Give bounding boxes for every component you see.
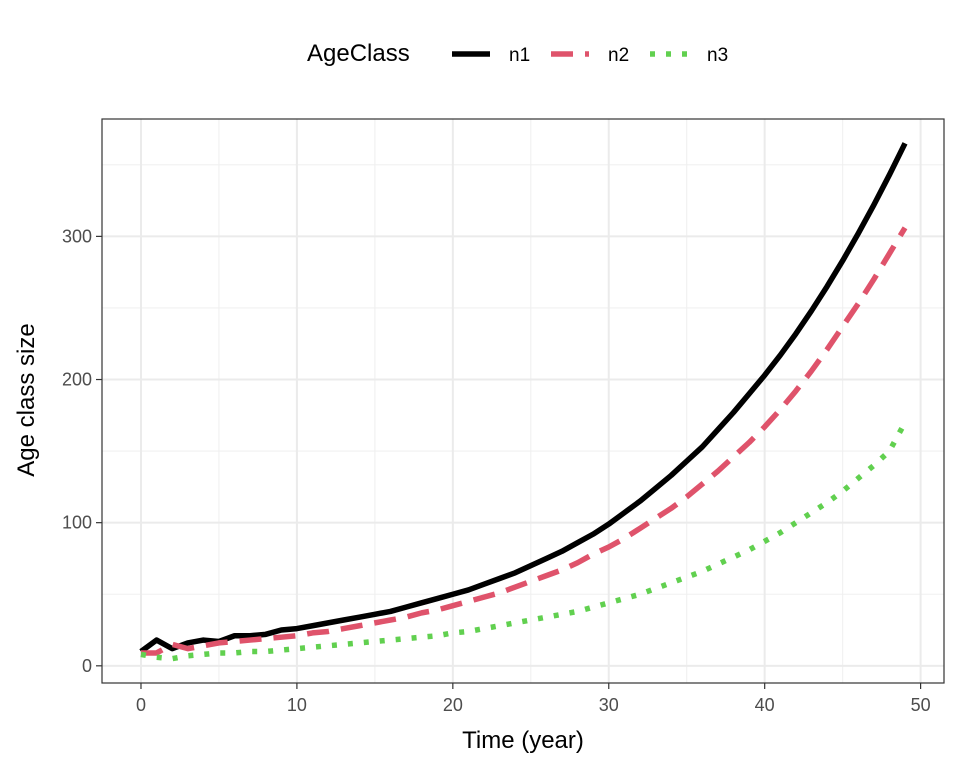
y-tick-label: 200	[62, 370, 92, 390]
legend-label-n2: n2	[608, 45, 629, 66]
x-axis-title: Time (year)	[462, 727, 584, 754]
series-line-n3	[140, 421, 908, 662]
x-tick-label: 40	[755, 695, 775, 715]
x-tick-label: 10	[287, 695, 307, 715]
series-line-n2	[140, 226, 908, 656]
x-tick-label: 30	[599, 695, 619, 715]
legend: AgeClass n1 n2 n3	[307, 40, 728, 67]
x-tick-label: 0	[136, 695, 146, 715]
panel-border	[101, 118, 945, 684]
y-tick-label: 0	[82, 656, 92, 676]
legend-label-n3: n3	[707, 45, 728, 66]
legend-title: AgeClass	[307, 40, 410, 67]
y-axis-title: Age class size	[13, 323, 40, 476]
y-tick-label: 300	[62, 226, 92, 246]
plot-panel	[101, 118, 945, 684]
legend-label-n1: n1	[509, 45, 530, 66]
panel-background	[102, 119, 944, 683]
x-tick-label: 50	[911, 695, 931, 715]
y-tick-label: 100	[62, 513, 92, 533]
x-tick-label: 20	[443, 695, 463, 715]
series-line-n1	[139, 142, 908, 654]
